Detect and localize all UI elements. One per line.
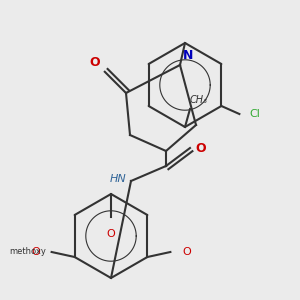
- Text: Cl: Cl: [249, 109, 260, 119]
- Text: O: O: [89, 56, 100, 69]
- Text: N: N: [183, 49, 194, 62]
- Text: O: O: [195, 142, 206, 154]
- Text: HN: HN: [109, 174, 126, 184]
- Text: CH₃: CH₃: [190, 95, 208, 105]
- Text: O: O: [31, 247, 40, 257]
- Text: O: O: [106, 229, 116, 239]
- Text: O: O: [182, 247, 191, 257]
- Text: methoxy: methoxy: [10, 247, 46, 256]
